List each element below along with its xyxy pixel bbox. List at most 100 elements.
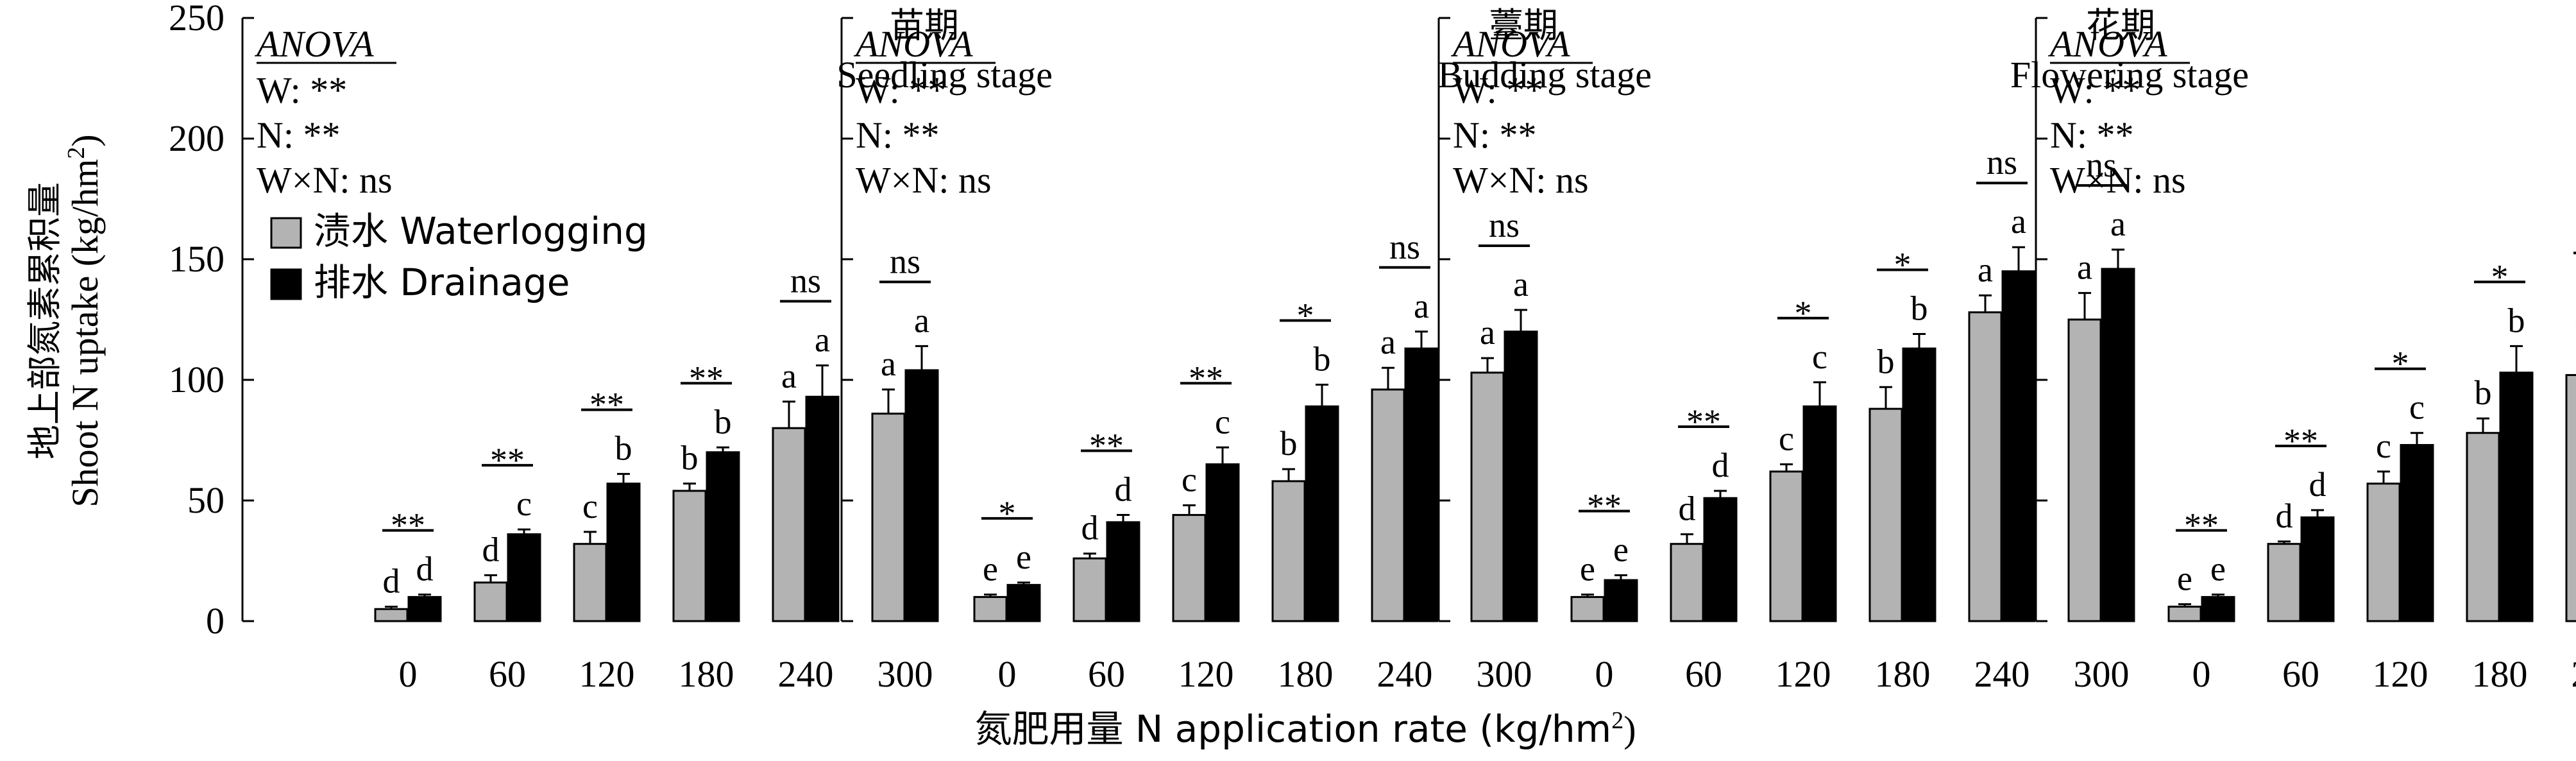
y-axis-title-en: Shoot N uptake (kg/hm2) (63, 134, 106, 507)
bar-drainage (607, 484, 640, 621)
significance-letter: b (681, 439, 699, 477)
bar-waterlogging (2268, 544, 2300, 621)
bar-waterlogging (1969, 312, 2001, 621)
significance-letter: a (881, 345, 896, 383)
significance-letter: a (781, 357, 797, 395)
significance-marker: ** (391, 506, 425, 545)
anova-title: ANOVA (2047, 23, 2167, 65)
bar-drainage (1903, 348, 1935, 621)
x-tick-label: 180 (2472, 653, 2528, 695)
bar-waterlogging (375, 609, 407, 621)
bar-waterlogging (1372, 389, 1404, 621)
anova-line: W×N: ns (2050, 159, 2186, 201)
x-tick-label: 60 (1685, 653, 1722, 695)
x-tick-label: 240 (778, 653, 834, 695)
bar-drainage (2102, 269, 2134, 621)
significance-letter: a (1380, 323, 1396, 361)
x-tick-label: 0 (998, 653, 1017, 695)
significance-marker: ns (790, 261, 821, 300)
significance-letter: c (1182, 461, 1197, 499)
x-tick-label: 240 (2572, 653, 2576, 695)
x-tick-label: 300 (877, 653, 933, 695)
x-tick-label: 0 (1595, 653, 1614, 695)
significance-letter: b (1911, 289, 1928, 328)
x-tick-label: 300 (2074, 653, 2130, 695)
legend-swatch-drainage (271, 269, 301, 299)
significance-marker: * (1297, 296, 1314, 335)
significance-letter: d (383, 561, 400, 600)
bar-drainage (508, 534, 540, 621)
significance-letter: a (1480, 313, 1495, 352)
bar-waterlogging (674, 491, 706, 621)
bar-drainage (2003, 271, 2035, 621)
significance-letter: a (815, 320, 830, 359)
bar-waterlogging (1471, 373, 1504, 621)
significance-letter: b (1877, 342, 1895, 380)
significance-letter: d (2309, 465, 2326, 504)
bar-drainage (2202, 597, 2234, 621)
significance-letter: d (2276, 497, 2293, 535)
y-tick-label: 250 (169, 0, 225, 38)
bar-drainage (1605, 580, 1637, 621)
anova-line: N: ** (2050, 114, 2134, 156)
bar-waterlogging (872, 414, 904, 621)
bar-drainage (2401, 445, 2433, 621)
significance-letter: b (1280, 424, 1298, 463)
x-tick-label: 240 (1377, 653, 1433, 695)
bar-drainage (806, 397, 838, 621)
significance-letter: b (2475, 373, 2492, 412)
significance-letter: a (1978, 250, 1993, 289)
significance-letter: e (2177, 560, 2192, 598)
anova-title: ANOVA (1450, 23, 1570, 65)
x-tick-label: 300 (1477, 653, 1532, 695)
bar-waterlogging (2566, 375, 2576, 621)
significance-marker: * (2392, 345, 2409, 383)
anova-line: W: ** (1453, 69, 1543, 111)
bar-waterlogging (1173, 515, 1205, 621)
significance-letter: c (2409, 388, 2425, 427)
x-tick-label: 60 (489, 653, 526, 695)
significance-letter: b (615, 429, 632, 468)
significance-marker: ** (589, 386, 624, 424)
anova-line: N: ** (1453, 114, 1537, 156)
bar-waterlogging (2169, 606, 2201, 621)
significance-letter: b (715, 402, 732, 441)
y-tick-label: 100 (169, 359, 225, 400)
significance-letter: d (1081, 509, 1099, 547)
significance-letter: b (1314, 340, 1331, 379)
bar-waterlogging (2467, 433, 2499, 621)
x-tick-label: 120 (1178, 653, 1234, 695)
significance-marker: * (2491, 257, 2509, 296)
bar-waterlogging (2368, 484, 2400, 621)
legend-label-waterlogging: 渍水 Waterlogging (314, 209, 648, 253)
anova-line: W×N: ns (1453, 159, 1589, 201)
significance-marker: ** (1686, 402, 1721, 441)
x-tick-label: 60 (2282, 653, 2319, 695)
y-tick-label: 0 (206, 600, 225, 642)
anova-line: W: ** (2050, 69, 2140, 111)
significance-letter: a (914, 301, 929, 339)
bar-waterlogging (1074, 558, 1106, 621)
significance-letter: a (2110, 205, 2126, 243)
significance-letter: d (1679, 490, 1696, 528)
bar-drainage (2301, 517, 2334, 621)
x-axis-title: 氮肥用量 N application rate (kg/hm2) (974, 707, 1636, 751)
significance-marker: * (1894, 246, 1911, 284)
x-tick-label: 0 (2192, 653, 2211, 695)
significance-letter: e (1016, 538, 1031, 576)
anova-line: W×N: ns (856, 159, 992, 201)
significance-marker: ns (1489, 206, 1520, 244)
significance-marker: * (1795, 294, 1812, 332)
significance-marker: * (999, 494, 1016, 533)
significance-marker: ** (490, 441, 525, 479)
y-tick-label: 50 (187, 479, 225, 521)
significance-marker: ns (1987, 143, 2017, 182)
y-axis-title-cn: 地上部氮素累积量 (24, 182, 65, 459)
bar-waterlogging (1870, 409, 1902, 621)
x-tick-label: 120 (579, 653, 635, 695)
significance-letter: e (983, 550, 998, 588)
legend-swatch-waterlogging (271, 218, 301, 248)
y-tick-label: 200 (169, 117, 225, 159)
